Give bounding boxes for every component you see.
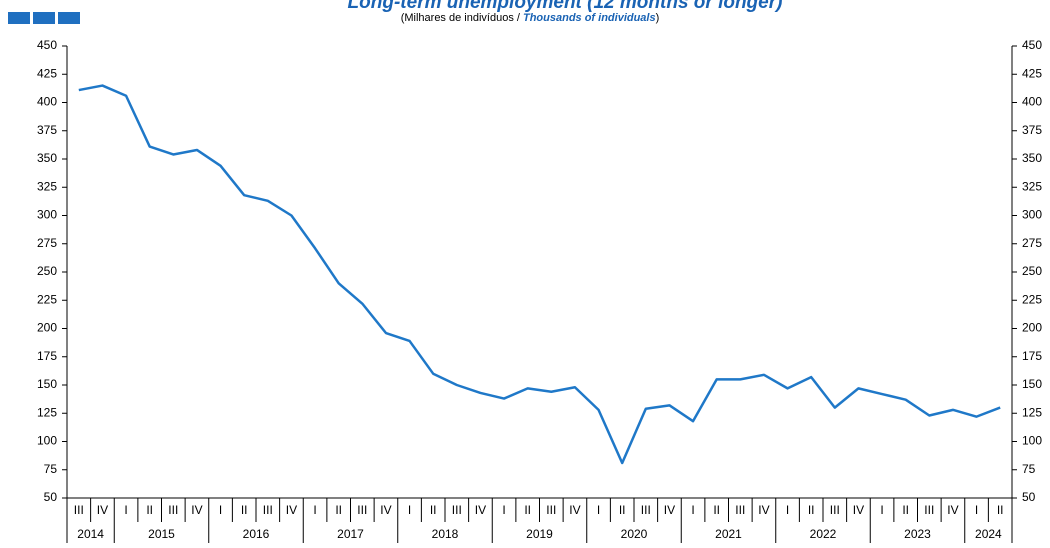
year-label: 2019: [526, 527, 553, 541]
x-tick-label: I: [786, 503, 789, 517]
y-tick-label: 250: [37, 264, 57, 278]
x-tick-label: III: [546, 503, 556, 517]
x-tick-label: IV: [380, 503, 391, 517]
x-tick-label: III: [74, 503, 84, 517]
x-tick-label: I: [880, 503, 883, 517]
y2-tick-label: 150: [1022, 377, 1042, 391]
year-label: 2016: [243, 527, 270, 541]
y-tick-label: 100: [37, 434, 57, 448]
x-tick-label: IV: [191, 503, 202, 517]
x-tick-label: IV: [853, 503, 864, 517]
y2-tick-label: 125: [1022, 405, 1042, 419]
x-tick-label: III: [168, 503, 178, 517]
data-line: [78, 84, 1001, 465]
y-tick-label: 50: [44, 490, 58, 504]
x-tick-label: III: [263, 503, 273, 517]
y2-tick-label: 300: [1022, 208, 1042, 222]
year-label: 2015: [148, 527, 175, 541]
y-tick-label: 300: [37, 208, 57, 222]
x-tick-label: IV: [664, 503, 675, 517]
y-tick-label: 425: [37, 66, 57, 80]
y2-tick-label: 225: [1022, 292, 1042, 306]
x-tick-label: III: [830, 503, 840, 517]
x-tick-label: I: [313, 503, 316, 517]
x-tick-label: IV: [569, 503, 580, 517]
y-tick-label: 450: [37, 38, 57, 52]
x-tick-label: III: [735, 503, 745, 517]
y-tick-label: 75: [44, 462, 58, 476]
x-tick-label: I: [408, 503, 411, 517]
y2-tick-label: 350: [1022, 151, 1042, 165]
y2-tick-label: 450: [1022, 38, 1042, 52]
x-tick-label: III: [641, 503, 651, 517]
x-tick-label: II: [619, 503, 626, 517]
y2-tick-label: 400: [1022, 95, 1042, 109]
y-tick-label: 225: [37, 292, 57, 306]
x-tick-label: I: [219, 503, 222, 517]
logo: [8, 12, 80, 24]
subtitle-part: Thousands of individuals: [523, 12, 656, 24]
x-tick-label: IV: [947, 503, 958, 517]
x-tick-label: IV: [97, 503, 108, 517]
chart-subtitle: (Milhares de indivíduos / Thousands of i…: [401, 12, 660, 24]
x-tick-label: IV: [286, 503, 297, 517]
x-tick-label: III: [452, 503, 462, 517]
x-tick-label: I: [975, 503, 978, 517]
x-tick-label: I: [124, 503, 127, 517]
year-label: 2023: [904, 527, 931, 541]
year-label: 2018: [432, 527, 459, 541]
y2-tick-label: 425: [1022, 66, 1042, 80]
y-tick-label: 350: [37, 151, 57, 165]
y2-tick-label: 50: [1022, 490, 1036, 504]
x-tick-label: II: [997, 503, 1004, 517]
y-tick-label: 150: [37, 377, 57, 391]
y-tick-label: 175: [37, 349, 57, 363]
y-tick-label: 400: [37, 95, 57, 109]
year-label: 2017: [337, 527, 364, 541]
y-tick-label: 275: [37, 236, 57, 250]
year-label: 2021: [715, 527, 742, 541]
year-label: 2024: [975, 527, 1002, 541]
x-tick-label: II: [713, 503, 720, 517]
y2-tick-label: 75: [1022, 462, 1036, 476]
year-label: 2022: [810, 527, 837, 541]
y2-tick-label: 275: [1022, 236, 1042, 250]
x-tick-label: I: [691, 503, 694, 517]
x-tick-label: IV: [475, 503, 486, 517]
x-tick-label: IV: [758, 503, 769, 517]
x-tick-label: I: [597, 503, 600, 517]
y2-tick-label: 375: [1022, 123, 1042, 137]
x-tick-label: II: [808, 503, 815, 517]
x-tick-label: II: [524, 503, 531, 517]
chart-title: Long-term unemployment (12 months or lon…: [348, 0, 783, 13]
subtitle-part: ): [656, 12, 660, 24]
y2-tick-label: 100: [1022, 434, 1042, 448]
y2-tick-label: 200: [1022, 321, 1042, 335]
y2-tick-label: 325: [1022, 179, 1042, 193]
y-tick-label: 375: [37, 123, 57, 137]
x-tick-label: II: [146, 503, 153, 517]
x-tick-label: II: [430, 503, 437, 517]
y-tick-label: 325: [37, 179, 57, 193]
x-tick-label: III: [924, 503, 934, 517]
x-tick-label: I: [502, 503, 505, 517]
y2-tick-label: 175: [1022, 349, 1042, 363]
x-tick-label: II: [335, 503, 342, 517]
year-label: 2014: [77, 527, 104, 541]
y-tick-label: 200: [37, 321, 57, 335]
year-label: 2020: [621, 527, 648, 541]
subtitle-part: (Milhares de indivíduos /: [401, 12, 523, 24]
x-tick-label: III: [357, 503, 367, 517]
x-tick-label: II: [902, 503, 909, 517]
x-tick-label: II: [241, 503, 248, 517]
y-tick-label: 125: [37, 405, 57, 419]
y2-tick-label: 250: [1022, 264, 1042, 278]
